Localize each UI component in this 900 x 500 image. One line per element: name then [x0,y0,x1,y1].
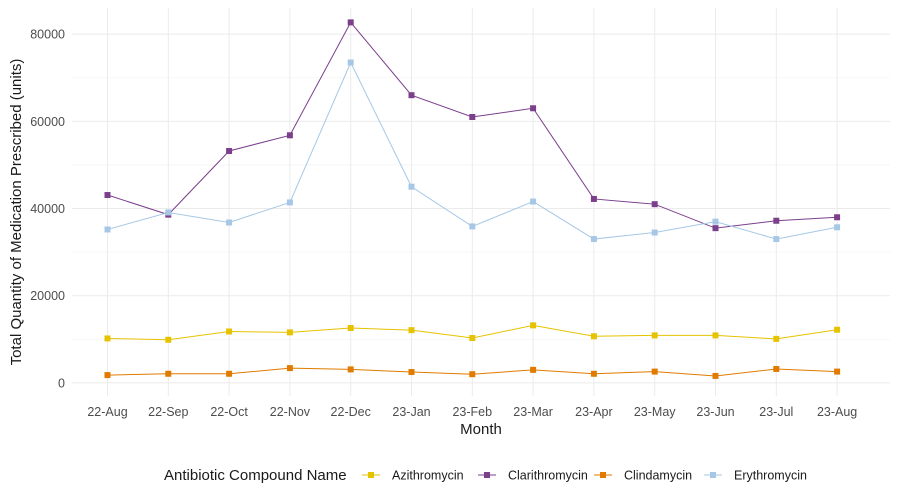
data-point-clindamycin [104,372,111,379]
data-point-clindamycin [286,365,293,372]
data-point-clindamycin [347,366,354,373]
data-point-erythromycin [834,224,841,231]
y-tick-label: 20000 [30,289,65,303]
data-point-erythromycin [286,199,293,206]
y-tick-label: 60000 [30,115,65,129]
legend-label-erythromycin: Erythromycin [734,469,807,483]
data-point-clarithromycin [773,217,780,224]
data-point-clarithromycin [834,214,841,221]
data-point-clindamycin [226,370,233,377]
series-azithromycin [104,322,841,343]
series-erythromycin [104,59,841,243]
data-point-clindamycin [530,366,537,373]
x-tick-label: 23-Mar [513,405,553,419]
data-point-clarithromycin [651,201,658,208]
data-point-azithromycin [834,326,841,333]
x-tick-label: 23-May [634,405,676,419]
data-point-erythromycin [165,209,172,216]
legend-item-clindamycin: Clindamycin [594,469,692,483]
data-point-erythromycin [651,229,658,236]
y-tick-label: 80000 [30,28,65,42]
data-point-clarithromycin [469,113,476,120]
y-tick-label: 0 [58,376,65,390]
data-point-erythromycin [347,59,354,66]
y-axis-title: Total Quantity of Medication Prescribed … [8,59,25,366]
x-tick-label: 23-Jun [696,405,734,419]
data-point-clarithromycin [104,192,111,199]
legend-marker-clarithromycin [484,472,490,478]
data-point-clindamycin [773,365,780,372]
legend-item-clarithromycin: Clarithromycin [478,469,588,483]
data-point-erythromycin [530,198,537,205]
series-clindamycin [104,365,841,379]
grid [72,8,890,396]
x-tick-label: 22-Sep [148,405,188,419]
x-tick-label: 23-Apr [575,405,613,419]
data-point-azithromycin [651,332,658,339]
data-point-azithromycin [226,328,233,335]
data-point-clarithromycin [226,147,233,154]
data-point-clindamycin [590,370,597,377]
data-point-azithromycin [530,322,537,329]
data-point-erythromycin [408,183,415,190]
legend-marker-clindamycin [600,472,606,478]
x-tick-label: 23-Aug [817,405,857,419]
legend-title: Antibiotic Compound Name [164,467,347,484]
data-point-azithromycin [165,336,172,343]
legend-label-clarithromycin: Clarithromycin [508,469,588,483]
data-point-erythromycin [104,226,111,233]
data-point-erythromycin [590,236,597,243]
legend-label-clindamycin: Clindamycin [624,469,692,483]
data-point-clarithromycin [712,225,719,232]
data-point-clindamycin [651,368,658,375]
data-point-erythromycin [712,218,719,225]
y-tick-label: 40000 [30,202,65,216]
x-tick-label: 23-Jan [392,405,430,419]
legend-item-azithromycin: Azithromycin [362,469,464,483]
x-tick-label: 23-Jul [759,405,793,419]
data-point-clindamycin [408,369,415,376]
x-axis-title: Month [460,421,502,438]
data-point-clarithromycin [590,195,597,202]
data-point-clindamycin [469,371,476,378]
data-point-clarithromycin [347,19,354,26]
legend-marker-erythromycin [710,472,716,478]
data-point-azithromycin [104,335,111,342]
data-point-erythromycin [226,219,233,226]
data-point-clarithromycin [530,105,537,112]
x-tick-label: 22-Dec [331,405,371,419]
legend-item-erythromycin: Erythromycin [704,469,807,483]
x-axis: 22-Aug 22-Sep 22-Oct 22-Nov 22-Dec 23-Jan 23-F… [87,405,857,419]
legend: Antibiotic Compound Name Azithromycin Clar… [164,467,807,484]
legend-marker-azithromycin [368,472,374,478]
data-point-clarithromycin [408,92,415,99]
data-point-clindamycin [834,368,841,375]
y-axis: 0 20000 40000 60000 80000 [30,28,65,391]
legend-label-azithromycin: Azithromycin [392,469,464,483]
data-point-azithromycin [590,333,597,340]
data-point-azithromycin [469,335,476,342]
data-point-azithromycin [347,324,354,331]
data-point-azithromycin [286,329,293,336]
x-tick-label: 22-Oct [210,405,248,419]
data-point-azithromycin [712,332,719,339]
data-point-erythromycin [773,236,780,243]
data-point-erythromycin [469,223,476,230]
data-point-azithromycin [408,327,415,334]
x-tick-label: 23-Feb [452,405,492,419]
data-point-clindamycin [712,372,719,379]
x-tick-label: 22-Nov [270,405,311,419]
x-tick-label: 22-Aug [87,405,127,419]
data-point-azithromycin [773,335,780,342]
series-lines [104,19,841,379]
data-point-clarithromycin [286,132,293,139]
data-point-clindamycin [165,370,172,377]
